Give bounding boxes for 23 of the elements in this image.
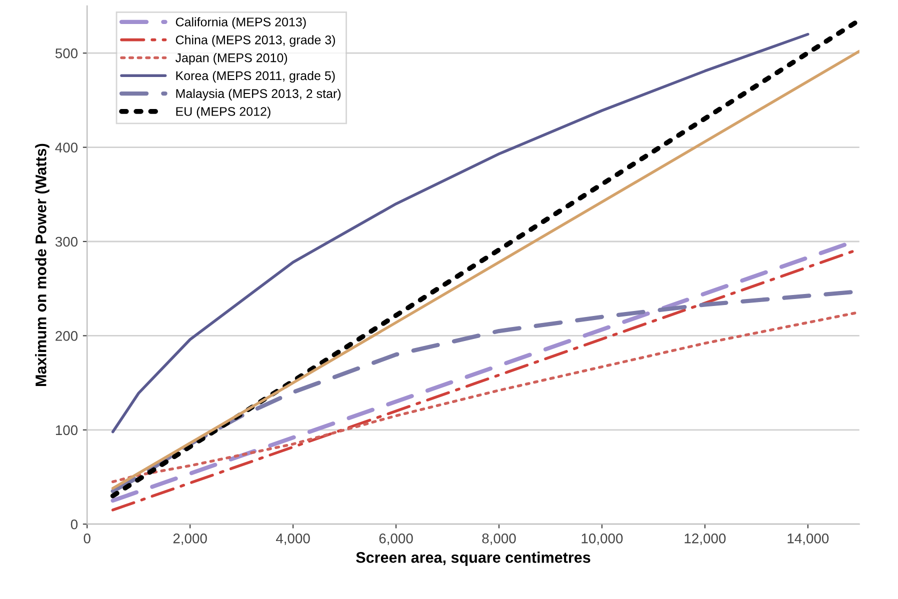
x-tick-label: 0: [84, 534, 90, 544]
x-tick-label: 14,000: [788, 534, 829, 545]
legend-label: Malaysia (MEPS 2013, 2 star): [176, 88, 341, 100]
y-tick-label: 200: [56, 331, 78, 341]
line-series: [111, 32, 810, 434]
x-axis-title: Screen area, square centimetres: [356, 552, 590, 566]
y-axis-title: Maximum on mode Power (Watts): [35, 144, 50, 386]
legend-label: Japan (MEPS 2010): [175, 53, 288, 65]
x-tick-label: 6,000: [379, 534, 413, 545]
legend-label: California (MEPS 2013): [176, 17, 306, 29]
x-tick-label: 2,000: [173, 534, 207, 545]
y-tick-label: 400: [55, 142, 78, 152]
x-tick-label: 4,000: [276, 534, 310, 545]
legend-label: China (MEPS 2013, grade 3): [176, 35, 336, 47]
y-tick-label: 300: [55, 236, 78, 247]
x-tick-label: 10,000: [582, 534, 623, 545]
x-tick-label: 8,000: [482, 534, 516, 545]
legend-label: Korea (MEPS 2011, grade 5): [176, 70, 335, 83]
legend-label: EU (MEPS 2012): [176, 106, 270, 118]
x-tick-label: 12,000: [684, 534, 726, 545]
y-tick-label: 500: [55, 48, 78, 58]
y-tick-label: 100: [56, 425, 78, 436]
y-tick-label: 0: [70, 519, 78, 530]
